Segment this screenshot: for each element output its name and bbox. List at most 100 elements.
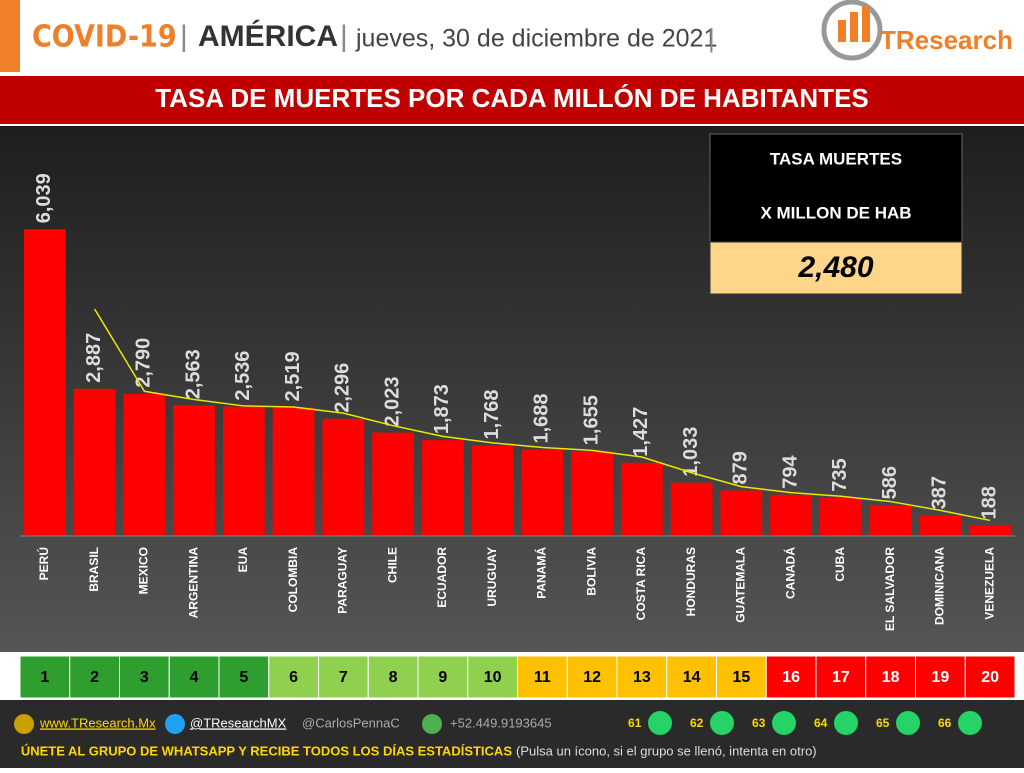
category-label: COLOMBIA bbox=[286, 547, 300, 613]
twitter-link[interactable]: @TResearchMX bbox=[190, 715, 287, 730]
value-label: 2,790 bbox=[133, 338, 155, 388]
category-label: ECUADOR bbox=[435, 547, 449, 608]
bar bbox=[322, 418, 365, 535]
value-label: 1,655 bbox=[580, 395, 602, 445]
rank-cell bbox=[815, 655, 867, 699]
rank-label: 9 bbox=[438, 669, 447, 686]
bar bbox=[969, 525, 1012, 535]
whatsapp-icon[interactable] bbox=[710, 711, 734, 735]
group-number: 65 bbox=[876, 716, 890, 730]
category-label: BOLIVIA bbox=[584, 547, 598, 596]
separator: | bbox=[340, 20, 348, 53]
phone-icon bbox=[422, 714, 442, 734]
rank-cell bbox=[119, 655, 170, 699]
rank-label: 17 bbox=[832, 669, 850, 686]
rank-cell bbox=[168, 655, 220, 699]
category-label: BRASIL bbox=[87, 547, 101, 592]
globe-icon bbox=[14, 714, 34, 734]
category-label: COSTA RICA bbox=[634, 547, 648, 621]
rank-cell bbox=[765, 655, 817, 699]
category-label: PERÚ bbox=[36, 547, 51, 580]
bar bbox=[521, 449, 564, 535]
category-label: ARGENTINA bbox=[186, 547, 200, 619]
value-label: 586 bbox=[879, 466, 901, 499]
accent-strip bbox=[0, 0, 20, 72]
bar bbox=[670, 482, 713, 535]
value-label: 1,768 bbox=[481, 389, 503, 439]
bar bbox=[23, 229, 66, 535]
group-number: 61 bbox=[628, 716, 642, 730]
bar bbox=[720, 490, 763, 535]
category-label: EL SALVADOR bbox=[883, 547, 897, 631]
value-label: 2,563 bbox=[182, 349, 204, 399]
rank-label: 1 bbox=[40, 669, 49, 686]
rank-label: 4 bbox=[190, 669, 199, 686]
separator: | bbox=[708, 23, 715, 53]
value-label: 1,873 bbox=[431, 384, 453, 434]
category-label: URUGUAY bbox=[485, 547, 499, 607]
group-number: 62 bbox=[690, 716, 704, 730]
rank-label: 13 bbox=[633, 669, 651, 686]
rank-label: 5 bbox=[239, 669, 248, 686]
rank-label: 20 bbox=[981, 669, 999, 686]
rank-label: 3 bbox=[140, 669, 149, 686]
phone: +52.449.9193645 bbox=[450, 715, 552, 730]
category-label: CHILE bbox=[385, 547, 399, 583]
bar bbox=[819, 497, 862, 535]
bar bbox=[372, 432, 415, 535]
whatsapp-icon[interactable] bbox=[896, 711, 920, 735]
group-number: 63 bbox=[752, 716, 766, 730]
summary-value: 2,480 bbox=[797, 251, 873, 284]
title-banner bbox=[0, 76, 1024, 124]
whatsapp-icon[interactable] bbox=[772, 711, 796, 735]
category-label: VENEZUELA bbox=[982, 547, 996, 620]
category-label: DOMINICANA bbox=[933, 547, 947, 625]
bar bbox=[173, 405, 216, 535]
web-link[interactable]: www.TResearch.Mx bbox=[39, 715, 156, 730]
value-label: 1,427 bbox=[630, 407, 652, 457]
value-label: 2,519 bbox=[282, 351, 304, 401]
value-label: 1,033 bbox=[680, 427, 702, 477]
personal: @CarlosPennaC bbox=[302, 715, 400, 730]
whatsapp-icon[interactable] bbox=[958, 711, 982, 735]
summary-line1: TASA MUERTES bbox=[770, 149, 902, 168]
category-label: HONDURAS bbox=[684, 547, 698, 616]
cta: ÚNETE AL GRUPO DE WHATSAPP Y RECIBE TODO… bbox=[21, 743, 513, 758]
brand: TResearch bbox=[880, 25, 1013, 55]
bar bbox=[869, 505, 912, 535]
rank-cell bbox=[268, 655, 319, 699]
date: jueves, 30 de diciembre de 2021 bbox=[355, 25, 717, 53]
value-label: 6,039 bbox=[33, 173, 55, 223]
twitter-icon bbox=[165, 714, 185, 734]
rank-cell bbox=[69, 655, 120, 699]
group-number: 64 bbox=[814, 716, 828, 730]
rank-label: 7 bbox=[339, 669, 348, 686]
value-label: 2,023 bbox=[381, 377, 403, 427]
whatsapp-icon[interactable] bbox=[834, 711, 858, 735]
rank-label: 2 bbox=[90, 669, 99, 686]
rank-label: 15 bbox=[732, 669, 750, 686]
category-label: CANADÁ bbox=[782, 547, 797, 599]
rank-label: 18 bbox=[882, 669, 900, 686]
value-label: 1,688 bbox=[531, 393, 553, 443]
rank-label: 6 bbox=[289, 669, 298, 686]
rank-cell bbox=[865, 655, 916, 699]
rank-cell bbox=[964, 655, 1016, 699]
bar bbox=[272, 407, 315, 535]
rank-label: 19 bbox=[931, 669, 949, 686]
bar bbox=[571, 451, 614, 535]
summary-line2: X MILLON DE HAB bbox=[760, 203, 911, 222]
category-label: EUA bbox=[236, 547, 250, 573]
bar bbox=[222, 406, 265, 535]
whatsapp-icon[interactable] bbox=[648, 711, 672, 735]
category-label: MEXICO bbox=[137, 547, 151, 594]
bar bbox=[421, 440, 464, 535]
bar bbox=[770, 494, 813, 535]
bar bbox=[73, 388, 116, 535]
rank-cell bbox=[417, 655, 469, 699]
category-label: PARAGUAY bbox=[336, 547, 350, 614]
trend-line bbox=[93, 308, 991, 522]
rank-cell bbox=[566, 655, 618, 699]
